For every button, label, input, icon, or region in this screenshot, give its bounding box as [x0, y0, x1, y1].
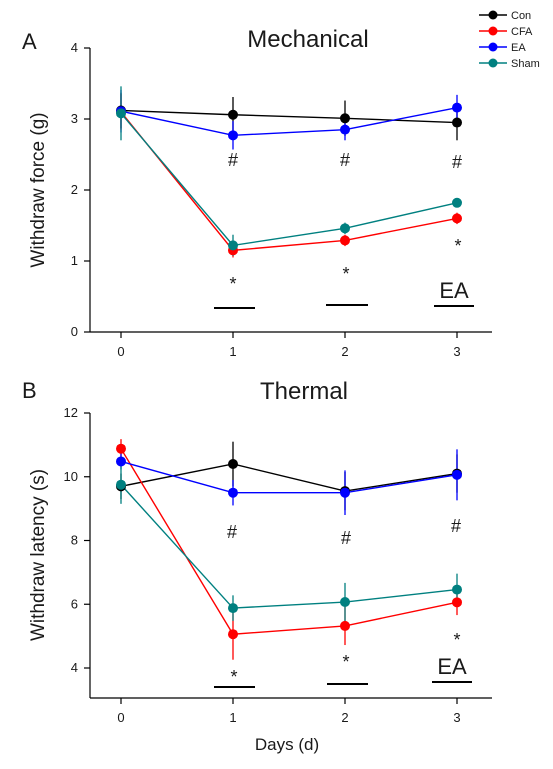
- panel-b-y-tick-label: 4: [71, 660, 78, 675]
- legend-label-con: Con: [511, 10, 531, 22]
- panel-b-ea-label: EA: [437, 654, 467, 679]
- panel-a-y-axis-label: Withdraw force (g): [28, 112, 49, 267]
- panel-b-data-points: [116, 443, 462, 640]
- panel-b-point-con: [228, 459, 238, 469]
- panel-a-point-cfa: [452, 213, 462, 224]
- panel-b-hash-day3: #: [451, 516, 461, 536]
- panel-a-point-ea: [228, 130, 238, 141]
- panel-a-series-lines: [120, 106, 458, 252]
- panel-a-point-con: [228, 109, 238, 120]
- panel-a-hash-day1: #: [228, 150, 238, 170]
- panel-b-y-axis-label: Withdraw latency (s): [28, 469, 49, 641]
- panel-b-error-bars: [120, 439, 458, 660]
- panel-b-series-lines: [120, 448, 458, 635]
- panel-a-y-tick-label: 2: [71, 182, 78, 197]
- panel-b-line-cfa: [120, 448, 458, 635]
- panel-b-star-day1: *: [230, 667, 237, 687]
- legend-marker-ea: [488, 42, 498, 52]
- panel-a-point-cfa: [340, 235, 350, 246]
- panel-a-point-sham: [452, 197, 462, 208]
- panel-b-title: Thermal: [260, 378, 348, 405]
- panel-b-x-tick-label: 0: [117, 710, 124, 725]
- legend-marker-sham: [488, 58, 498, 68]
- panel-b-letter: B: [22, 378, 37, 403]
- panel-a-ea-label: EA: [439, 278, 469, 303]
- panel-b-line-ea: [120, 460, 458, 494]
- panel-b-y-tick-label: 12: [64, 405, 78, 420]
- panel-b-line-con: [120, 463, 458, 492]
- panel-a-x-tick-label: 2: [341, 344, 348, 359]
- panel-b-point-ea: [116, 456, 126, 467]
- panel-b-x-tick-label: 2: [341, 710, 348, 725]
- panel-a-point-con: [452, 117, 462, 128]
- panel-b-point-sham: [116, 479, 126, 490]
- panel-a-hash-day2: #: [340, 150, 350, 170]
- panel-a-ticks: 0 1 2 3 4 0 1 2 3: [71, 40, 461, 359]
- panel-b-point-ea: [340, 487, 350, 498]
- panel-a-x-tick-label: 3: [453, 344, 460, 359]
- legend-label-cfa: CFA: [511, 26, 533, 38]
- legend-marker-cfa: [488, 26, 498, 36]
- panel-b: B Thermal Withdraw latency (s) Days (d) …: [22, 378, 492, 754]
- panel-a-x-tick-label: 1: [229, 344, 236, 359]
- panel-a-letter: A: [22, 29, 37, 54]
- panel-a-y-tick-label: 3: [71, 111, 78, 126]
- panel-a-point-sham: [340, 223, 350, 234]
- panel-a-y-tick-label: 1: [71, 253, 78, 268]
- panel-a-y-tick-label: 0: [71, 324, 78, 339]
- panel-b-point-ea: [228, 487, 238, 498]
- panel-b-point-cfa: [452, 597, 462, 608]
- panel-b-x-axis-label: Days (d): [255, 735, 319, 754]
- panel-a-x-tick-label: 0: [117, 344, 124, 359]
- panel-a-star-day2: *: [342, 264, 349, 284]
- panel-a-data-points: [116, 102, 462, 256]
- panel-a-star-day1: *: [229, 274, 236, 294]
- panel-b-x-tick-label: 1: [229, 710, 236, 725]
- panel-b-y-tick-label: 8: [71, 533, 78, 548]
- panel-a-y-tick-label: 4: [71, 40, 78, 55]
- panel-b-hash-day2: #: [341, 528, 351, 548]
- legend-label-sham: Sham: [511, 58, 540, 70]
- panel-a-line-cfa: [120, 111, 458, 252]
- panel-a-point-con: [340, 113, 350, 124]
- panel-b-point-sham: [340, 597, 350, 608]
- panel-b-point-sham: [452, 584, 462, 595]
- panel-b-point-sham: [228, 603, 238, 614]
- panel-a-point-sham: [116, 108, 126, 119]
- panel-a-line-ea: [120, 106, 458, 137]
- panel-b-x-tick-label: 3: [453, 710, 460, 725]
- panel-a-point-ea: [340, 124, 350, 135]
- panel-b-point-cfa: [116, 443, 126, 454]
- legend-marker-con: [488, 10, 498, 20]
- panel-b-y-tick-label: 6: [71, 596, 78, 611]
- panel-a-star-day3: *: [454, 236, 461, 256]
- panel-a-point-sham: [228, 240, 238, 251]
- panel-b-hash-day1: #: [227, 522, 237, 542]
- panel-a-line-sham: [120, 112, 458, 247]
- panel-b-point-cfa: [340, 620, 350, 631]
- panel-b-star-day3: *: [453, 630, 460, 650]
- legend-label-ea: EA: [511, 42, 526, 54]
- panel-b-point-ea: [452, 469, 462, 480]
- panel-b-y-tick-label: 10: [64, 469, 78, 484]
- panel-b-line-sham: [120, 484, 458, 609]
- legend: Con CFA EA Sham: [479, 10, 540, 70]
- panel-a-line-con: [120, 109, 458, 124]
- panel-a-hash-day3: #: [452, 152, 462, 172]
- panel-b-point-cfa: [228, 629, 238, 640]
- panel-a-point-ea: [452, 102, 462, 113]
- panel-a-title: Mechanical: [247, 26, 368, 53]
- panel-a: A Mechanical Withdraw force (g) 0 1 2 3 4 0 1 2…: [22, 10, 540, 359]
- panel-b-star-day2: *: [342, 652, 349, 672]
